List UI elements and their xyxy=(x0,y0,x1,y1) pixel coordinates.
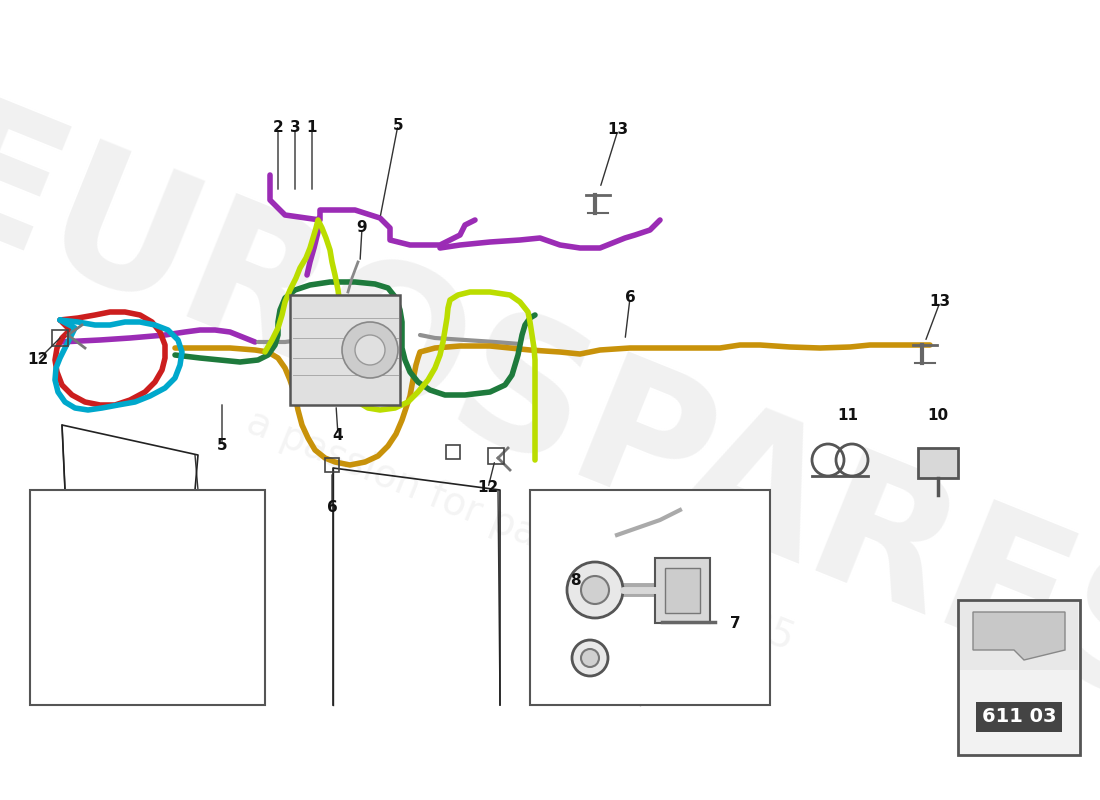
Circle shape xyxy=(572,640,608,676)
Bar xyxy=(666,568,700,613)
Bar xyxy=(654,558,710,623)
Polygon shape xyxy=(974,612,1065,660)
Text: 611 03: 611 03 xyxy=(981,707,1056,726)
Circle shape xyxy=(355,335,385,365)
Circle shape xyxy=(581,649,600,667)
Bar xyxy=(958,600,1080,755)
Bar xyxy=(446,445,460,459)
Text: 8: 8 xyxy=(570,573,581,588)
Text: 12: 12 xyxy=(477,481,498,495)
Text: 3: 3 xyxy=(289,121,300,135)
Circle shape xyxy=(342,322,398,378)
Circle shape xyxy=(566,562,623,618)
Circle shape xyxy=(581,576,609,604)
Text: 5: 5 xyxy=(217,438,228,453)
Text: 7: 7 xyxy=(730,616,740,631)
Bar xyxy=(918,448,958,478)
Text: 11: 11 xyxy=(837,407,858,422)
Bar xyxy=(324,458,339,472)
Text: 5: 5 xyxy=(393,118,404,133)
Bar xyxy=(290,295,400,405)
Text: EUROSPARES: EUROSPARES xyxy=(0,87,1100,753)
Text: 13: 13 xyxy=(607,122,628,138)
Text: 6: 6 xyxy=(327,501,338,515)
Text: 9: 9 xyxy=(356,221,367,235)
Text: 13: 13 xyxy=(930,294,950,310)
Bar xyxy=(530,490,770,705)
Text: 12: 12 xyxy=(28,353,48,367)
Text: a passion for parts since 1985: a passion for parts since 1985 xyxy=(241,402,800,658)
Polygon shape xyxy=(960,602,1078,670)
Text: 2: 2 xyxy=(273,121,284,135)
Text: 6: 6 xyxy=(625,290,636,306)
Text: 10: 10 xyxy=(927,407,948,422)
Text: 4: 4 xyxy=(332,427,343,442)
Bar xyxy=(30,490,265,705)
Bar xyxy=(488,448,504,464)
Bar xyxy=(52,330,68,346)
Text: 1: 1 xyxy=(307,121,317,135)
